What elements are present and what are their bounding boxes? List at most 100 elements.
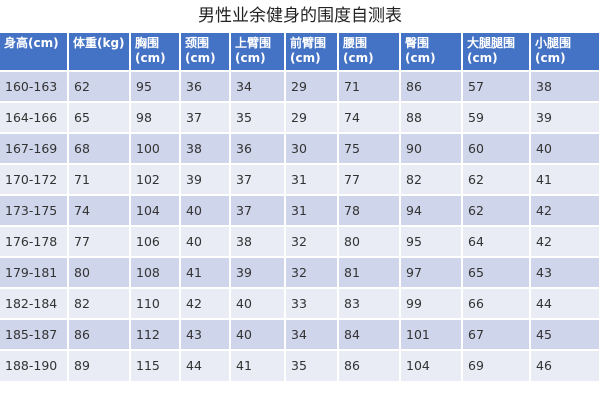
- table-cell: 29: [285, 101, 339, 133]
- table-row: 185-187 86 112 43 40 34 84 101 67 45: [0, 318, 600, 350]
- table-cell: 185-187: [0, 318, 69, 350]
- table-cell: 94: [400, 194, 463, 226]
- table-cell: 40: [230, 287, 286, 319]
- table-title: 男性业余健身的围度自测表: [198, 6, 402, 26]
- table-cell: 34: [285, 318, 339, 350]
- table-cell: 170-172: [0, 163, 69, 195]
- table-cell: 39: [180, 163, 231, 195]
- table-cell: 37: [180, 101, 231, 133]
- table-cell: 83: [338, 287, 401, 319]
- column-header: 大腿腿围 (cm): [462, 33, 531, 71]
- table-cell: 43: [180, 318, 231, 350]
- table-cell: 33: [285, 287, 339, 319]
- table-cell: 82: [68, 287, 131, 319]
- table-cell: 41: [530, 163, 600, 195]
- table-cell: 57: [462, 70, 531, 102]
- table-cell: 115: [130, 349, 181, 381]
- table-cell: 90: [400, 132, 463, 164]
- table-row: 188-190 89 115 44 41 35 86 104 69 46: [0, 349, 600, 381]
- table-cell: 35: [285, 349, 339, 381]
- table-cell: 42: [530, 194, 600, 226]
- table-cell: 176-178: [0, 225, 69, 257]
- table-cell: 82: [400, 163, 463, 195]
- table-cell: 88: [400, 101, 463, 133]
- table-cell: 84: [338, 318, 401, 350]
- table-cell: 97: [400, 256, 463, 288]
- table-cell: 188-190: [0, 349, 69, 381]
- table-cell: 60: [462, 132, 531, 164]
- table-cell: 89: [68, 349, 131, 381]
- table-cell: 62: [462, 194, 531, 226]
- table-cell: 95: [130, 70, 181, 102]
- table-cell: 86: [400, 70, 463, 102]
- table-cell: 65: [68, 101, 131, 133]
- table-cell: 77: [338, 163, 401, 195]
- table-cell: 45: [530, 318, 600, 350]
- table-cell: 64: [462, 225, 531, 257]
- table-cell: 31: [285, 163, 339, 195]
- table-row: 176-178 77 106 40 38 32 80 95 64 42: [0, 225, 600, 257]
- table-cell: 40: [180, 225, 231, 257]
- table-cell: 102: [130, 163, 181, 195]
- table-cell: 74: [338, 101, 401, 133]
- table-cell: 173-175: [0, 194, 69, 226]
- table-cell: 68: [68, 132, 131, 164]
- table-cell: 37: [230, 194, 286, 226]
- table-cell: 71: [68, 163, 131, 195]
- table-cell: 65: [462, 256, 531, 288]
- table-cell: 36: [180, 70, 231, 102]
- table-row: 170-172 71 102 39 37 31 77 82 62 41: [0, 163, 600, 195]
- table-cell: 32: [285, 225, 339, 257]
- table-row: 160-163 62 95 36 34 29 71 86 57 38: [0, 70, 600, 102]
- table-cell: 167-169: [0, 132, 69, 164]
- table-row: 179-181 80 108 41 39 32 81 97 65 43: [0, 256, 600, 288]
- table-cell: 67: [462, 318, 531, 350]
- column-header: 颈围 (cm): [180, 33, 231, 71]
- table-cell: 108: [130, 256, 181, 288]
- table-cell: 80: [68, 256, 131, 288]
- table-cell: 35: [230, 101, 286, 133]
- table-cell: 59: [462, 101, 531, 133]
- table-cell: 86: [68, 318, 131, 350]
- table-cell: 39: [230, 256, 286, 288]
- column-header: 前臂围 (cm): [285, 33, 339, 71]
- table-cell: 40: [180, 194, 231, 226]
- table-cell: 38: [180, 132, 231, 164]
- table-cell: 160-163: [0, 70, 69, 102]
- table-cell: 36: [230, 132, 286, 164]
- column-header: 臀围 (cm): [400, 33, 463, 71]
- table-cell: 38: [530, 70, 600, 102]
- table-cell: 101: [400, 318, 463, 350]
- table-cell: 41: [230, 349, 286, 381]
- table-cell: 34: [230, 70, 286, 102]
- table-cell: 46: [530, 349, 600, 381]
- table-cell: 112: [130, 318, 181, 350]
- table-cell: 78: [338, 194, 401, 226]
- table-cell: 39: [530, 101, 600, 133]
- table-cell: 99: [400, 287, 463, 319]
- table-cell: 42: [530, 225, 600, 257]
- table-cell: 75: [338, 132, 401, 164]
- table-cell: 69: [462, 349, 531, 381]
- table-cell: 164-166: [0, 101, 69, 133]
- table-cell: 104: [400, 349, 463, 381]
- table-row: 182-184 82 110 42 40 33 83 99 66 44: [0, 287, 600, 319]
- table-cell: 37: [230, 163, 286, 195]
- table-cell: 77: [68, 225, 131, 257]
- table-cell: 62: [68, 70, 131, 102]
- table-cell: 110: [130, 287, 181, 319]
- table-cell: 38: [230, 225, 286, 257]
- table-cell: 31: [285, 194, 339, 226]
- table-cell: 81: [338, 256, 401, 288]
- table-cell: 40: [530, 132, 600, 164]
- table-row: 167-169 68 100 38 36 30 75 90 60 40: [0, 132, 600, 164]
- table-cell: 182-184: [0, 287, 69, 319]
- table-cell: 100: [130, 132, 181, 164]
- table-cell: 179-181: [0, 256, 69, 288]
- table-cell: 43: [530, 256, 600, 288]
- table-row: 164-166 65 98 37 35 29 74 88 59 39: [0, 101, 600, 133]
- table-row: 173-175 74 104 40 37 31 78 94 62 42: [0, 194, 600, 226]
- table-cell: 30: [285, 132, 339, 164]
- table-cell: 42: [180, 287, 231, 319]
- table-cell: 40: [230, 318, 286, 350]
